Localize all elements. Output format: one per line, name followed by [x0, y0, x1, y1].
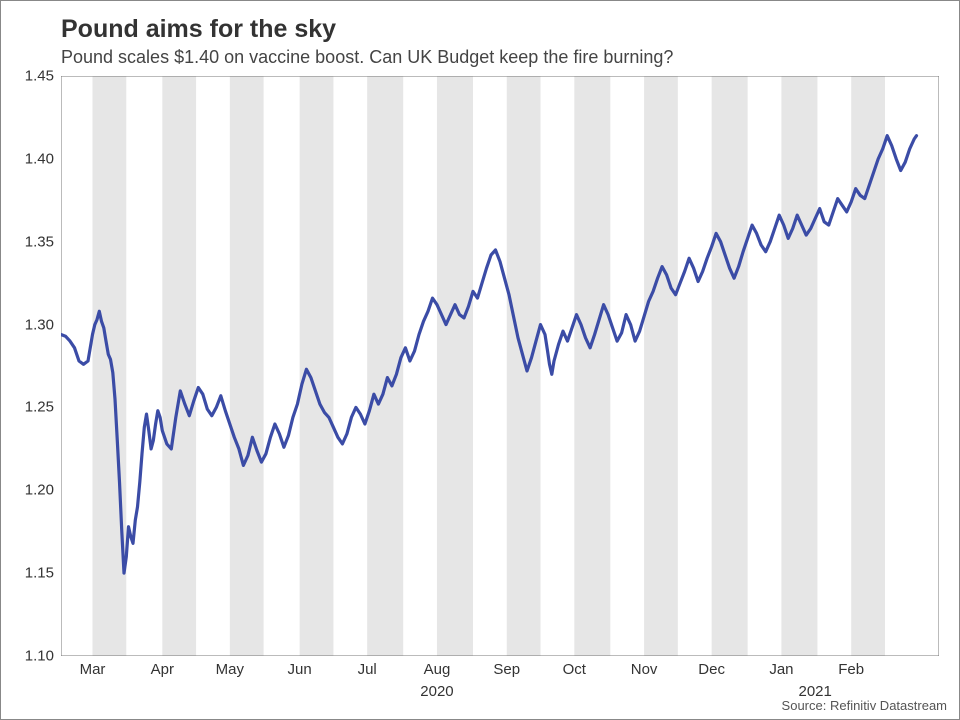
chart-subtitle: Pound scales $1.40 on vaccine boost. Can…: [61, 47, 673, 68]
x-year-label: 2021: [798, 683, 831, 700]
y-tick-label: 1.45: [25, 68, 54, 85]
x-year-label: 2020: [420, 683, 453, 700]
x-tick-label: Jul: [358, 661, 377, 678]
x-tick-label: Mar: [80, 661, 106, 678]
x-tick-label: Feb: [838, 661, 864, 678]
month-band: [644, 76, 678, 656]
month-band: [437, 76, 473, 656]
plot-svg: [61, 76, 939, 656]
month-band: [712, 76, 748, 656]
chart-container: Pound aims for the sky Pound scales $1.4…: [0, 0, 960, 720]
x-tick-label: Dec: [698, 661, 725, 678]
y-tick-label: 1.20: [25, 482, 54, 499]
month-band: [230, 76, 264, 656]
month-band: [507, 76, 541, 656]
plot-area: [61, 76, 939, 656]
x-tick-label: Apr: [151, 661, 174, 678]
y-tick-label: 1.30: [25, 316, 54, 333]
y-tick-label: 1.25: [25, 399, 54, 416]
month-band: [781, 76, 817, 656]
month-band: [93, 76, 127, 656]
month-band: [162, 76, 196, 656]
month-band: [574, 76, 610, 656]
source-label: Source: Refinitiv Datastream: [782, 698, 947, 713]
x-tick-label: Sep: [493, 661, 520, 678]
x-tick-label: Oct: [563, 661, 586, 678]
y-tick-label: 1.35: [25, 233, 54, 250]
x-tick-label: Jun: [288, 661, 312, 678]
y-tick-label: 1.10: [25, 648, 54, 665]
month-band: [851, 76, 885, 656]
y-tick-label: 1.40: [25, 150, 54, 167]
x-tick-label: Nov: [631, 661, 658, 678]
x-tick-label: May: [216, 661, 244, 678]
month-band: [300, 76, 334, 656]
x-tick-label: Aug: [424, 661, 451, 678]
y-tick-label: 1.15: [25, 565, 54, 582]
chart-title: Pound aims for the sky: [61, 15, 336, 44]
x-tick-label: Jan: [769, 661, 793, 678]
